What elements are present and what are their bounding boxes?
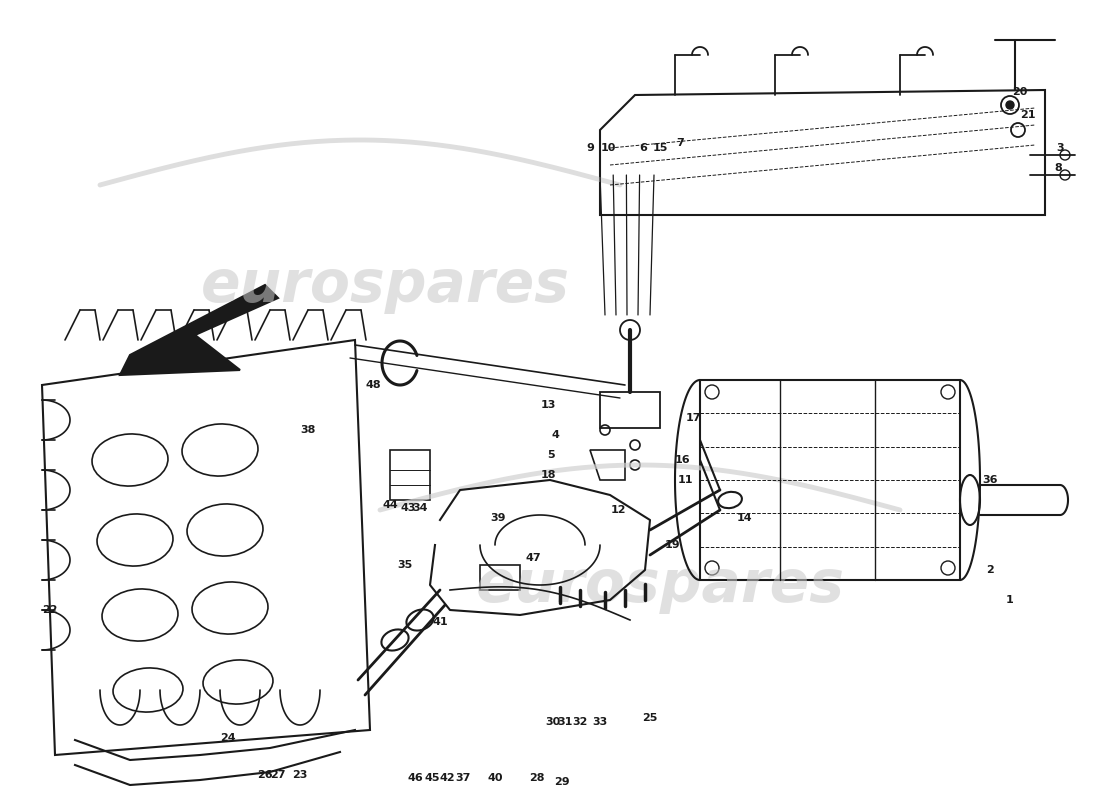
Text: 32: 32 bbox=[572, 717, 587, 727]
Text: 34: 34 bbox=[412, 503, 428, 513]
Text: 24: 24 bbox=[220, 733, 235, 743]
Text: 17: 17 bbox=[685, 413, 701, 423]
Text: 1: 1 bbox=[1006, 595, 1014, 605]
Text: 36: 36 bbox=[982, 475, 998, 485]
Text: 5: 5 bbox=[547, 450, 554, 460]
Text: 29: 29 bbox=[554, 777, 570, 787]
Text: 38: 38 bbox=[300, 425, 316, 435]
Text: 14: 14 bbox=[737, 513, 752, 523]
Text: eurospares: eurospares bbox=[200, 257, 570, 314]
Text: 43: 43 bbox=[400, 503, 416, 513]
Text: 18: 18 bbox=[540, 470, 556, 480]
Text: 39: 39 bbox=[491, 513, 506, 523]
Text: 45: 45 bbox=[425, 773, 440, 783]
Text: 40: 40 bbox=[487, 773, 503, 783]
Polygon shape bbox=[120, 285, 278, 375]
Text: 4: 4 bbox=[551, 430, 559, 440]
Circle shape bbox=[1006, 101, 1014, 109]
Text: 31: 31 bbox=[558, 717, 573, 727]
Text: 22: 22 bbox=[42, 605, 57, 615]
Text: eurospares: eurospares bbox=[475, 557, 845, 614]
Text: 41: 41 bbox=[432, 617, 448, 627]
Text: 20: 20 bbox=[1012, 87, 1027, 97]
Text: 48: 48 bbox=[365, 380, 381, 390]
Text: 27: 27 bbox=[271, 770, 286, 780]
Text: 13: 13 bbox=[540, 400, 556, 410]
Text: 2: 2 bbox=[986, 565, 994, 575]
Text: 3: 3 bbox=[1056, 143, 1064, 153]
Text: 44: 44 bbox=[382, 500, 398, 510]
Text: 26: 26 bbox=[257, 770, 273, 780]
Text: 37: 37 bbox=[455, 773, 471, 783]
Text: 33: 33 bbox=[593, 717, 607, 727]
Text: 6: 6 bbox=[639, 143, 647, 153]
Text: 11: 11 bbox=[678, 475, 693, 485]
Text: 7: 7 bbox=[676, 138, 684, 148]
Text: 10: 10 bbox=[601, 143, 616, 153]
Text: 12: 12 bbox=[610, 505, 626, 515]
Text: 35: 35 bbox=[397, 560, 412, 570]
Text: 21: 21 bbox=[1021, 110, 1036, 120]
Text: 25: 25 bbox=[642, 713, 658, 723]
Text: 28: 28 bbox=[529, 773, 544, 783]
Text: 42: 42 bbox=[439, 773, 454, 783]
Text: 9: 9 bbox=[586, 143, 594, 153]
Text: 47: 47 bbox=[525, 553, 541, 563]
Text: 8: 8 bbox=[1054, 163, 1062, 173]
Text: 30: 30 bbox=[546, 717, 561, 727]
Text: 19: 19 bbox=[664, 540, 680, 550]
Text: 15: 15 bbox=[652, 143, 668, 153]
Text: 46: 46 bbox=[407, 773, 422, 783]
Text: 16: 16 bbox=[675, 455, 691, 465]
Text: 23: 23 bbox=[293, 770, 308, 780]
